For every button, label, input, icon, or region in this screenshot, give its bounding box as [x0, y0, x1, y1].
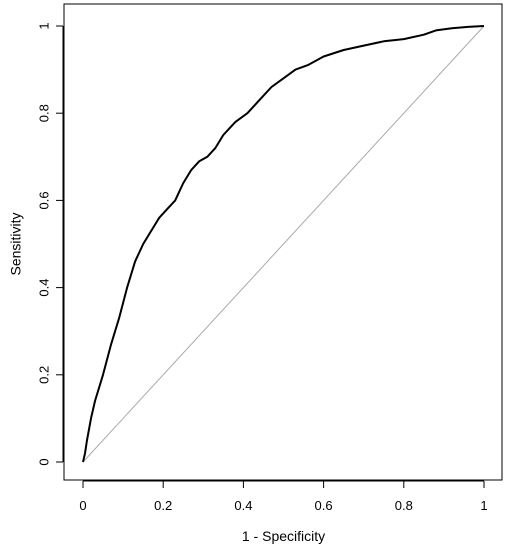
x-tick-label: 0.4 — [234, 498, 252, 513]
y-axis-ticks: 0 0.2 0.4 0.6 0.8 1 — [36, 22, 64, 466]
x-axis-label: 1 - Specificity — [242, 528, 325, 544]
x-tick-label: 0.8 — [395, 498, 413, 513]
reference-diagonal-line — [82, 25, 485, 463]
x-tick-label: 1 — [480, 498, 487, 513]
roc-curve — [82, 25, 485, 463]
x-axis-ticks: 0 0.2 0.4 0.6 0.8 1 — [79, 480, 488, 513]
y-tick-label: 0 — [36, 458, 51, 465]
y-tick-label: 1 — [36, 22, 51, 29]
x-tick-label: 0.2 — [154, 498, 172, 513]
y-tick-label: 0.6 — [36, 191, 51, 209]
y-tick-label: 0.2 — [36, 366, 51, 384]
x-tick-label: 0.6 — [315, 498, 333, 513]
plot-frame — [63, 3, 503, 481]
y-axis-label: Sensitivity — [8, 212, 24, 275]
x-tick-label: 0 — [79, 498, 86, 513]
y-tick-label: 0.8 — [36, 104, 51, 122]
y-tick-label: 0.4 — [36, 279, 51, 297]
